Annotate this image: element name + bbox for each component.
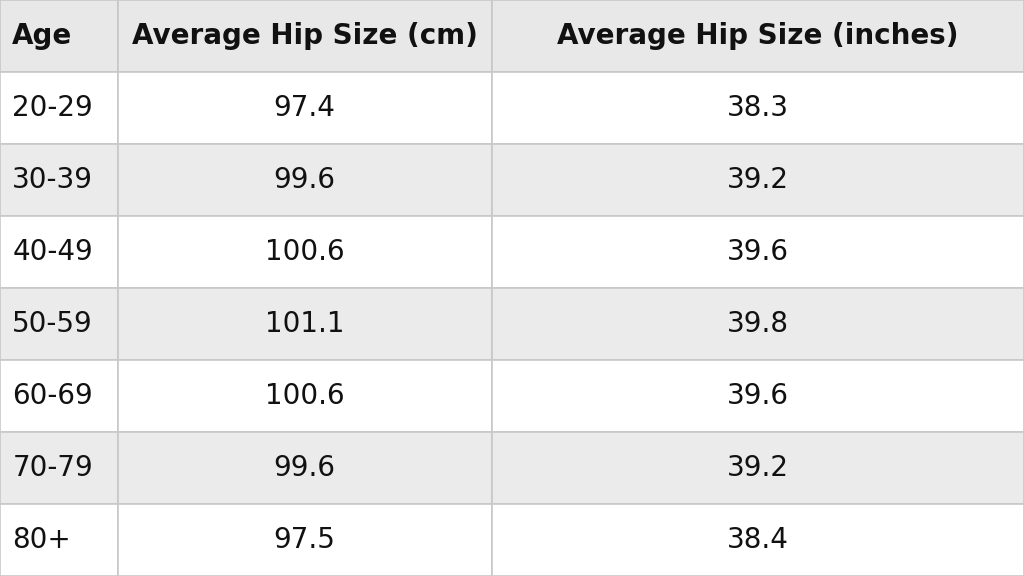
Text: 97.5: 97.5 <box>273 526 336 554</box>
Text: 80+: 80+ <box>12 526 71 554</box>
Bar <box>492 432 1024 504</box>
Bar <box>0 0 118 72</box>
Bar <box>492 360 1024 432</box>
Bar <box>492 0 1024 72</box>
Text: 60-69: 60-69 <box>12 382 93 410</box>
Text: Age: Age <box>12 22 73 50</box>
Bar <box>0 288 118 360</box>
Bar <box>118 288 492 360</box>
Bar <box>492 288 1024 360</box>
Text: 50-59: 50-59 <box>12 310 93 338</box>
Text: 39.6: 39.6 <box>727 238 788 266</box>
Bar <box>0 504 118 576</box>
Text: 39.2: 39.2 <box>727 166 788 194</box>
Bar <box>118 216 492 288</box>
Bar <box>492 144 1024 216</box>
Text: 100.6: 100.6 <box>265 238 344 266</box>
Bar <box>118 360 492 432</box>
Bar <box>0 432 118 504</box>
Text: Average Hip Size (inches): Average Hip Size (inches) <box>557 22 958 50</box>
Text: 39.6: 39.6 <box>727 382 788 410</box>
Bar <box>492 504 1024 576</box>
Text: 20-29: 20-29 <box>12 94 93 122</box>
Text: 99.6: 99.6 <box>273 454 336 482</box>
Text: 99.6: 99.6 <box>273 166 336 194</box>
Bar <box>118 0 492 72</box>
Text: Average Hip Size (cm): Average Hip Size (cm) <box>132 22 477 50</box>
Bar <box>118 72 492 144</box>
Text: 97.4: 97.4 <box>273 94 336 122</box>
Text: 30-39: 30-39 <box>12 166 93 194</box>
Text: 100.6: 100.6 <box>265 382 344 410</box>
Text: 38.4: 38.4 <box>727 526 788 554</box>
Bar <box>0 72 118 144</box>
Text: 39.2: 39.2 <box>727 454 788 482</box>
Text: 70-79: 70-79 <box>12 454 93 482</box>
Text: 101.1: 101.1 <box>265 310 344 338</box>
Text: 39.8: 39.8 <box>727 310 788 338</box>
Bar <box>118 504 492 576</box>
Bar <box>118 432 492 504</box>
Text: 38.3: 38.3 <box>727 94 788 122</box>
Bar <box>0 144 118 216</box>
Bar <box>492 216 1024 288</box>
Bar <box>0 216 118 288</box>
Bar <box>492 72 1024 144</box>
Text: 40-49: 40-49 <box>12 238 93 266</box>
Bar <box>118 144 492 216</box>
Bar <box>0 360 118 432</box>
